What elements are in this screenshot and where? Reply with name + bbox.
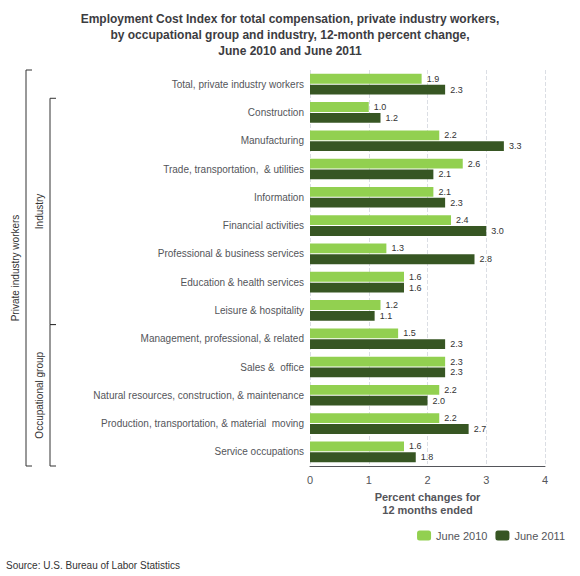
svg-text:Trade, transportation, & util: Trade, transportation, & utilities <box>163 164 304 175</box>
svg-text:3.0: 3.0 <box>491 226 504 236</box>
svg-text:by occupational group and indu: by occupational group and industry, 12-m… <box>110 28 469 42</box>
svg-text:Service occupations: Service occupations <box>215 446 305 457</box>
svg-text:Leisure & hospitality: Leisure & hospitality <box>215 305 305 316</box>
svg-text:Total, private industry worker: Total, private industry workers <box>172 79 304 90</box>
svg-text:Financial activities: Financial activities <box>223 220 304 231</box>
svg-text:2.4: 2.4 <box>456 215 469 225</box>
svg-text:Source: U.S. Bureau of Labor S: Source: U.S. Bureau of Labor Statistics <box>6 560 180 571</box>
svg-text:2.1: 2.1 <box>438 187 451 197</box>
svg-text:1.2: 1.2 <box>386 300 399 310</box>
svg-text:2.2: 2.2 <box>444 413 457 423</box>
svg-text:June 2010 and June 2011: June 2010 and June 2011 <box>218 44 362 58</box>
svg-text:2.3: 2.3 <box>450 367 463 377</box>
svg-text:Percent changes for: Percent changes for <box>375 491 481 503</box>
svg-text:2: 2 <box>424 474 430 486</box>
svg-text:2.8: 2.8 <box>480 254 493 264</box>
svg-text:2.3: 2.3 <box>450 357 463 367</box>
svg-text:1: 1 <box>366 474 372 486</box>
svg-text:Manufacturing: Manufacturing <box>241 135 304 146</box>
svg-text:Industry: Industry <box>34 194 45 230</box>
svg-text:4: 4 <box>542 474 548 486</box>
svg-text:Sales & office: Sales & office <box>240 362 304 373</box>
svg-text:Information: Information <box>254 192 304 203</box>
svg-text:1.9: 1.9 <box>427 74 440 84</box>
svg-text:June 2010: June 2010 <box>436 530 487 542</box>
svg-text:Professional & business servic: Professional & business services <box>158 248 304 259</box>
svg-text:Natural resources, constructio: Natural resources, construction, & maint… <box>93 390 304 401</box>
svg-text:1.6: 1.6 <box>409 441 422 451</box>
svg-text:2.0: 2.0 <box>433 396 446 406</box>
svg-text:2.1: 2.1 <box>438 169 451 179</box>
svg-text:0: 0 <box>307 474 313 486</box>
svg-text:1.5: 1.5 <box>403 328 416 338</box>
svg-text:Construction: Construction <box>248 107 304 118</box>
svg-text:1.8: 1.8 <box>421 452 434 462</box>
svg-text:June 2011: June 2011 <box>514 530 565 542</box>
svg-text:Private industry workers: Private industry workers <box>10 215 21 322</box>
svg-text:1.6: 1.6 <box>409 283 422 293</box>
svg-text:Production, transportation, &: Production, transportation, & material m… <box>101 418 304 429</box>
svg-text:2.7: 2.7 <box>474 424 487 434</box>
svg-text:Employment Cost Index for tota: Employment Cost Index for total compensa… <box>81 12 500 26</box>
svg-text:Management, professional, & re: Management, professional, & related <box>141 333 304 344</box>
svg-text:1.1: 1.1 <box>380 311 393 321</box>
svg-text:12 months ended: 12 months ended <box>382 504 472 516</box>
svg-text:2.2: 2.2 <box>444 130 457 140</box>
svg-text:1.0: 1.0 <box>374 102 387 112</box>
svg-text:2.3: 2.3 <box>450 198 463 208</box>
svg-text:2.6: 2.6 <box>468 159 481 169</box>
svg-text:2.3: 2.3 <box>450 85 463 95</box>
svg-text:3.3: 3.3 <box>509 141 522 151</box>
svg-text:3: 3 <box>483 474 489 486</box>
svg-text:Education & health services: Education & health services <box>181 277 304 288</box>
svg-text:2.3: 2.3 <box>450 339 463 349</box>
svg-text:1.6: 1.6 <box>409 272 422 282</box>
svg-text:1.3: 1.3 <box>391 243 404 253</box>
svg-text:Occupational group: Occupational group <box>34 351 45 438</box>
svg-text:2.2: 2.2 <box>444 385 457 395</box>
svg-text:1.2: 1.2 <box>386 113 399 123</box>
